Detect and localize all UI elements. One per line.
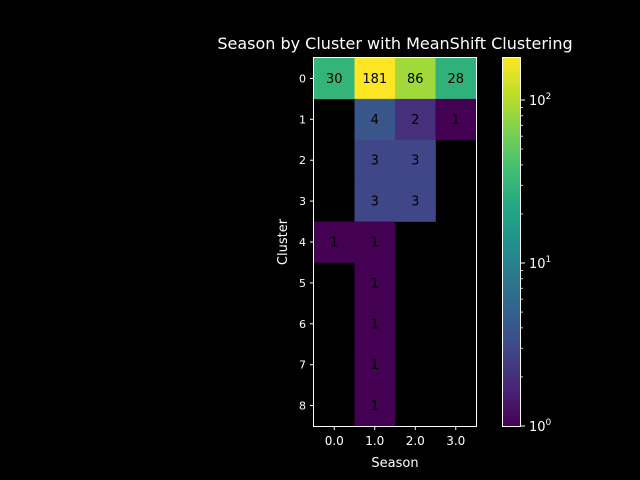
cell-value-label: 2: [411, 113, 419, 128]
cell-value-label: 1: [452, 113, 460, 128]
heatmap-cell: [314, 221, 355, 263]
cell-value-label: 1: [371, 236, 379, 251]
cell-value-label: 4: [371, 113, 379, 128]
cell-value-label: 1: [371, 358, 379, 373]
heatmap-cell: [395, 58, 436, 100]
chart-title: Season by Cluster with MeanShift Cluster…: [217, 34, 572, 53]
y-tick-label: 0: [299, 72, 306, 85]
cell-value-label: 1: [371, 399, 379, 414]
y-tick-label: 4: [299, 236, 306, 249]
y-axis-label: Cluster: [276, 218, 291, 265]
cell-value-label: 3: [371, 154, 379, 169]
heatmap-cell: [395, 98, 436, 141]
heatmap-cell: [314, 58, 355, 100]
colorbar-gradient: [502, 57, 521, 427]
cell-value-label: 3: [411, 154, 419, 169]
cell-value-label: 30: [326, 72, 343, 87]
y-tick-label: 3: [299, 195, 306, 208]
cell-value-label: 28: [447, 72, 464, 87]
cell-value-label: 1: [330, 236, 338, 251]
heatmap-cell: [354, 98, 396, 141]
x-tick-label: 2.0: [406, 434, 425, 448]
cell-value-label: 3: [411, 195, 419, 210]
cell-value-label: 3: [371, 195, 379, 210]
y-axis-ticks: 0 1 2 3 4 5 6 7 8: [299, 72, 314, 413]
y-tick-label: 1: [299, 113, 306, 126]
heatmap-cell: [354, 385, 396, 427]
cell-value-label: 86: [407, 72, 424, 87]
heatmap-cell: [354, 303, 396, 345]
x-axis-ticks: 0.0 1.0 2.0 3.0: [325, 426, 465, 448]
heatmap-cells: [314, 58, 477, 427]
colorbar: [502, 57, 521, 427]
x-tick-label: 0.0: [325, 434, 344, 448]
colorbar-ticks: 100 101 102: [521, 92, 552, 435]
heatmap-cell: [354, 262, 396, 304]
heatmap-cell: [435, 98, 477, 141]
colorbar-tick-label: 100: [529, 418, 552, 435]
heatmap-cell: [354, 58, 396, 100]
heatmap-cell: [354, 344, 396, 386]
cell-value-label: 1: [371, 276, 379, 291]
colorbar-tick-label: 101: [529, 255, 551, 272]
y-tick-label: 8: [299, 400, 306, 413]
x-tick-label: 3.0: [446, 434, 465, 448]
heatmap-cell: [435, 58, 477, 100]
colorbar-tick-label: 102: [529, 92, 551, 109]
y-tick-label: 2: [299, 154, 306, 167]
y-tick-label: 7: [299, 359, 306, 372]
heatmap-cell: [395, 139, 436, 181]
y-tick-label: 5: [299, 277, 306, 290]
heatmap-cell: [354, 180, 396, 222]
x-axis-label: Season: [371, 456, 418, 471]
x-tick-label: 1.0: [365, 434, 384, 448]
y-tick-label: 6: [299, 318, 306, 331]
heatmap-cell: [395, 180, 436, 222]
heatmap-cell: [354, 139, 396, 181]
heatmap-cell-labels: 30 181 86 28 4 2 1 3 3 3 3 1 1 1 1 1 1: [326, 72, 464, 414]
cell-value-label: 1: [371, 317, 379, 332]
cell-value-label: 181: [362, 72, 387, 87]
heatmap-cell: [354, 221, 396, 263]
